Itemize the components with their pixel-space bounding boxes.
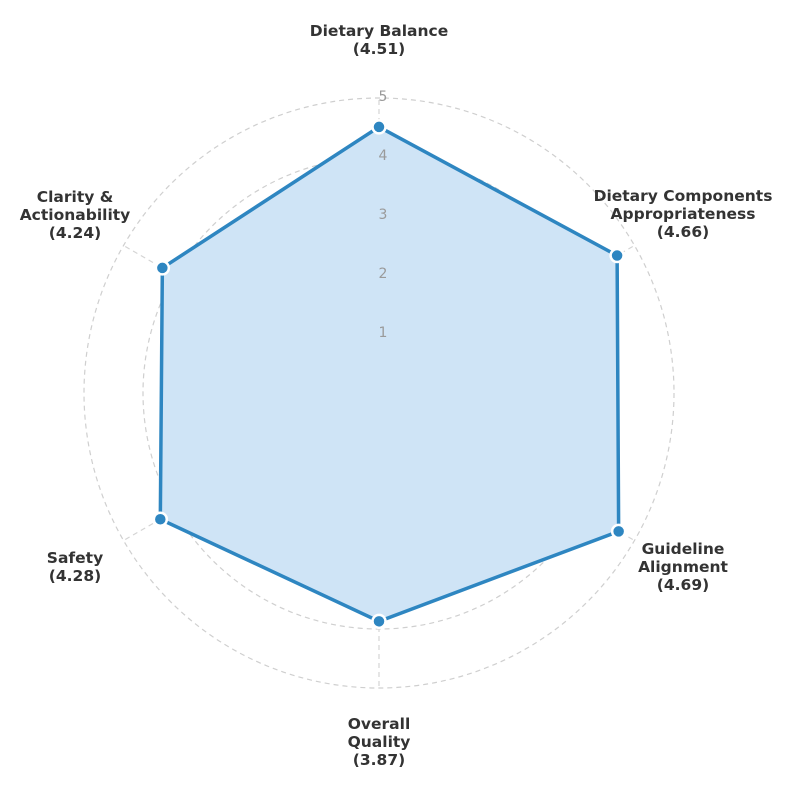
data-point-6 — [154, 260, 171, 276]
axis-label-6: Clarity & Actionability (4.24) — [20, 188, 131, 242]
axis-label-1: Dietary Balance (4.51) — [310, 22, 449, 58]
data-point-5 — [152, 511, 169, 528]
axis-label-5: Safety (4.28) — [47, 549, 103, 585]
tick-label-3: 3 — [379, 207, 388, 223]
axis-label-line: (4.24) — [49, 224, 101, 242]
axis-label-line: Dietary Components — [594, 187, 773, 205]
radial-tick-labels: 1 2 3 4 5 — [379, 89, 388, 341]
axis-label-line: Actionability — [20, 206, 131, 224]
axis-label-2: Dietary Components Appropriateness (4.66) — [594, 187, 773, 241]
tick-label-1: 1 — [379, 325, 388, 341]
data-point-2 — [609, 247, 625, 264]
axis-label-line: Overall — [348, 715, 411, 733]
axis-label-line: (4.66) — [657, 223, 709, 241]
axis-label-line: Dietary Balance — [310, 22, 449, 40]
data-point-4 — [371, 613, 387, 630]
series-polygon — [158, 124, 621, 624]
tick-label-4: 4 — [379, 148, 388, 164]
data-point-1 — [371, 119, 387, 135]
axis-labels: Dietary Balance (4.51)Dietary Components A… — [20, 22, 773, 769]
axis-label-3: Guideline Alignment (4.69) — [638, 540, 728, 594]
tick-label-2: 2 — [379, 266, 388, 282]
axis-label-line: (3.87) — [353, 751, 405, 769]
axis-label-line: (4.69) — [657, 576, 709, 594]
axis-label-line: (4.51) — [353, 40, 405, 58]
axis-label-line: Appropriateness — [611, 205, 756, 223]
tick-label-5: 5 — [379, 89, 388, 105]
grid-circle-5 — [83, 97, 675, 689]
axis-label-line: Guideline — [642, 540, 725, 558]
axis-label-line: (4.28) — [49, 567, 101, 585]
axis-label-line: Clarity & — [37, 188, 114, 206]
axis-label-line: Quality — [348, 733, 411, 751]
radar-series — [152, 119, 627, 630]
axis-label-4: Overall Quality (3.87) — [348, 715, 411, 769]
axis-label-line: Safety — [47, 549, 103, 567]
axis-label-line: Alignment — [638, 558, 728, 576]
data-point-3 — [610, 523, 627, 540]
